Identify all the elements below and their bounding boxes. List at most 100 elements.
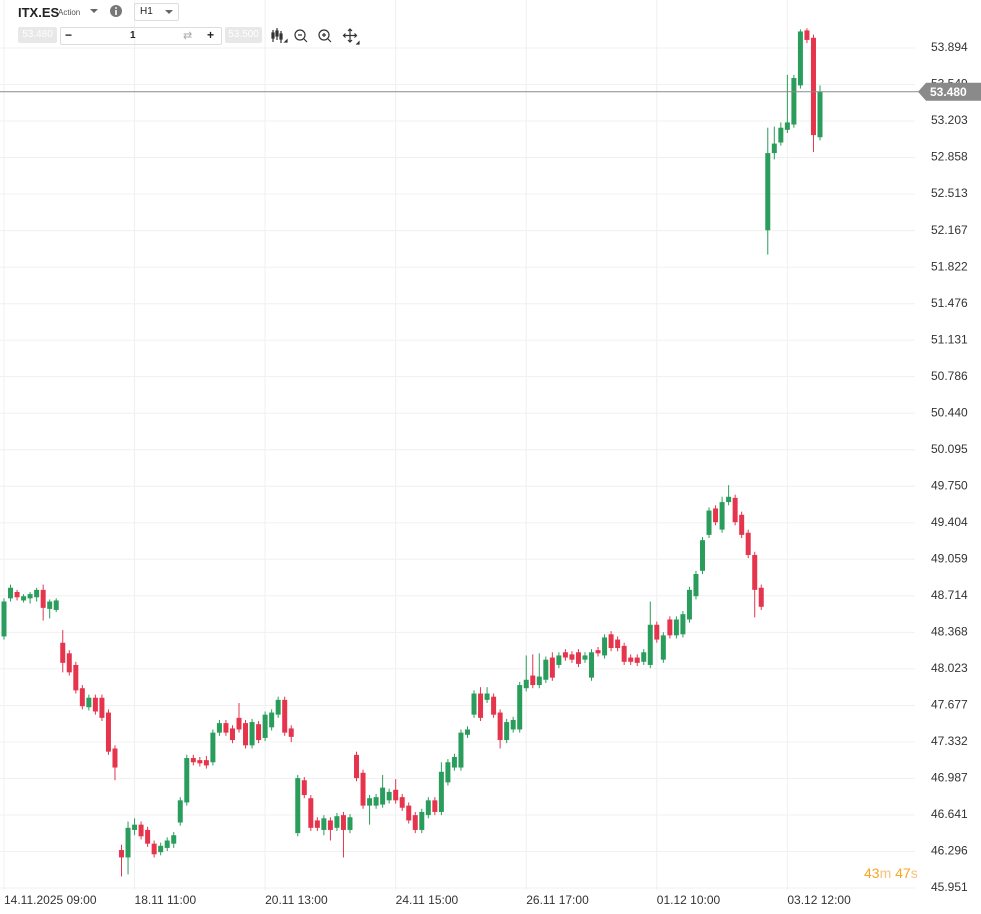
y-tick-label: 48.023 [931, 661, 968, 675]
y-tick-label: 48.714 [931, 588, 968, 602]
timeframe-select[interactable]: H1 [134, 3, 179, 21]
candle-body [510, 719, 516, 730]
candle-body [197, 760, 203, 764]
buy-price[interactable]: 53.500 [225, 27, 262, 43]
candle-body [269, 712, 275, 728]
candle-body [784, 122, 790, 130]
candle-body [438, 771, 444, 812]
candle-body [190, 758, 196, 763]
candle-body [216, 723, 222, 733]
candle-body [164, 840, 170, 848]
candle-body [236, 717, 242, 730]
candle-body [184, 758, 190, 803]
candle-body [21, 596, 27, 601]
candle-body [386, 791, 392, 801]
x-tick-label: 14.11.2025 09:00 [4, 893, 97, 907]
candle-body [171, 835, 177, 844]
candle-body [412, 815, 418, 830]
candle-body [399, 797, 405, 808]
candle-body [693, 574, 699, 597]
candle-body [119, 850, 125, 858]
candle-body [138, 824, 144, 837]
candle-body [223, 723, 229, 733]
candle-body [354, 754, 360, 779]
candle-body [99, 697, 105, 718]
y-tick-label: 53.203 [931, 113, 968, 127]
y-tick-label: 52.513 [931, 186, 968, 200]
y-tick-label: 51.131 [931, 332, 968, 346]
timer-minutes-unit: m [879, 865, 892, 881]
candle-body [249, 722, 255, 746]
candle-body [752, 554, 758, 590]
candle-body [145, 829, 151, 844]
symbol-dropdown[interactable] [89, 7, 99, 15]
x-tick-label: 03.12 12:00 [787, 893, 851, 907]
y-tick-label: 47.677 [931, 698, 968, 712]
candle-body [92, 697, 98, 712]
timer-seconds: 47 [895, 865, 911, 881]
plus[interactable]: + [207, 28, 215, 42]
candle-body [132, 824, 138, 830]
quantity[interactable]: 1 [130, 30, 136, 41]
y-tick-label: 50.440 [931, 405, 968, 419]
candle-body [105, 712, 111, 752]
x-tick-label: 01.12 10:00 [657, 893, 721, 907]
candle-body [713, 508, 719, 523]
y-tick-label: 46.987 [931, 771, 968, 785]
candle-body [79, 688, 85, 707]
candle-body [673, 619, 679, 636]
candle-body [484, 693, 490, 700]
candle-body [667, 619, 673, 636]
y-tick-label: 49.404 [931, 515, 968, 529]
candle-body [497, 712, 503, 741]
chart-tools[interactable] [270, 27, 362, 47]
y-tick-label: 48.368 [931, 625, 968, 639]
timeframe-arrow [165, 10, 173, 14]
candle-body [471, 693, 477, 715]
candle-body [732, 497, 738, 523]
candle-body [282, 699, 288, 733]
candle-body [334, 816, 340, 828]
symbol[interactable]: ITX.ES [18, 5, 60, 20]
candle-body [40, 589, 46, 608]
candle-body [589, 652, 595, 678]
candle-body [262, 714, 268, 738]
candle-body [765, 153, 771, 231]
candle-body [536, 676, 542, 686]
candle-body [445, 762, 451, 783]
candle-body [595, 650, 601, 654]
info-icon[interactable] [109, 4, 123, 18]
candle-body [360, 772, 366, 806]
quantity-input[interactable]: − 1 ⇄ + [60, 27, 222, 45]
countdown: 43m 47s [864, 865, 918, 881]
candle-body [602, 637, 608, 656]
candle-body [569, 654, 575, 660]
candle-body [8, 587, 14, 599]
candle-body [660, 635, 666, 660]
candle-body [256, 724, 262, 741]
candle-body [229, 728, 235, 741]
candle-body [686, 589, 692, 620]
candle-body [464, 729, 470, 735]
y-tick-label: 51.476 [931, 296, 968, 310]
candle-body [523, 679, 529, 689]
minus[interactable]: − [65, 28, 73, 42]
candle-body [810, 37, 816, 136]
candle-body [27, 594, 33, 599]
candle-body [367, 798, 373, 806]
candle-body [562, 652, 568, 658]
candle-body [243, 723, 249, 746]
candle-body [340, 815, 346, 830]
candle-body [66, 653, 72, 673]
candle-body [608, 634, 614, 649]
candle-body [556, 655, 562, 665]
candle-body [575, 652, 581, 664]
candle-body [778, 127, 784, 143]
candle-body [647, 624, 653, 665]
swap-icon[interactable]: ⇄ [183, 30, 193, 42]
sell-price[interactable]: 53.480 [18, 27, 57, 43]
candle-body [288, 728, 294, 737]
y-tick-label: 49.059 [931, 551, 968, 565]
